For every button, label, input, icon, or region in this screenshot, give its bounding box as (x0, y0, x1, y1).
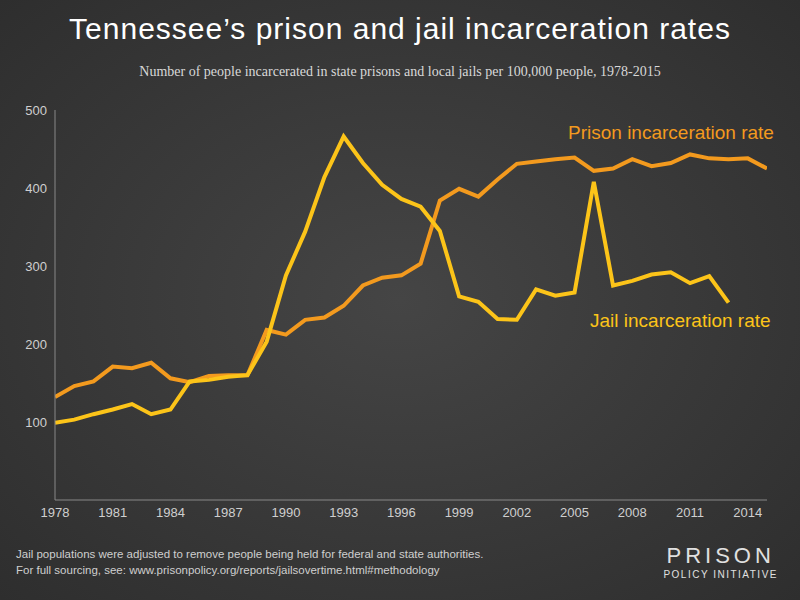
svg-text:1978: 1978 (41, 505, 70, 520)
html-text:POLICY INITIATIVE: POLICY INITIATIVE (663, 569, 778, 580)
svg-text:1981: 1981 (98, 505, 127, 520)
svg-text:400: 400 (25, 181, 47, 196)
svg-text:300: 300 (25, 259, 47, 274)
html-text:PRISON: PRISON (666, 543, 775, 568)
svg-text:1984: 1984 (156, 505, 185, 520)
svg-text:2002: 2002 (502, 505, 531, 520)
html-text:Number of people incarcerated: Number of people incarcerated in state p… (139, 64, 661, 79)
html-text:Tennessee’s prison and jail in: Tennessee’s prison and jail incarceratio… (69, 12, 731, 45)
html-text:For full sourcing, see: www.pr: For full sourcing, see: www.prisonpolicy… (16, 564, 440, 576)
svg-text:100: 100 (25, 415, 47, 430)
svg-text:500: 500 (25, 103, 47, 118)
svg-text:2014: 2014 (733, 505, 762, 520)
svg-text:200: 200 (25, 337, 47, 352)
svg-text:2011: 2011 (676, 505, 704, 520)
svg-text:1996: 1996 (387, 505, 416, 520)
svg-text:2005: 2005 (560, 505, 589, 520)
html-text:Prison incarceration rate: Prison incarceration rate (568, 122, 774, 143)
svg-text:1999: 1999 (445, 505, 474, 520)
svg-text:1987: 1987 (214, 505, 243, 520)
html-text:Jail incarceration rate: Jail incarceration rate (590, 310, 771, 331)
svg-text:1993: 1993 (329, 505, 358, 520)
html-text:Jail populations were adjusted: Jail populations were adjusted to remove… (16, 548, 484, 560)
svg-text:2008: 2008 (618, 505, 647, 520)
svg-text:1990: 1990 (271, 505, 300, 520)
